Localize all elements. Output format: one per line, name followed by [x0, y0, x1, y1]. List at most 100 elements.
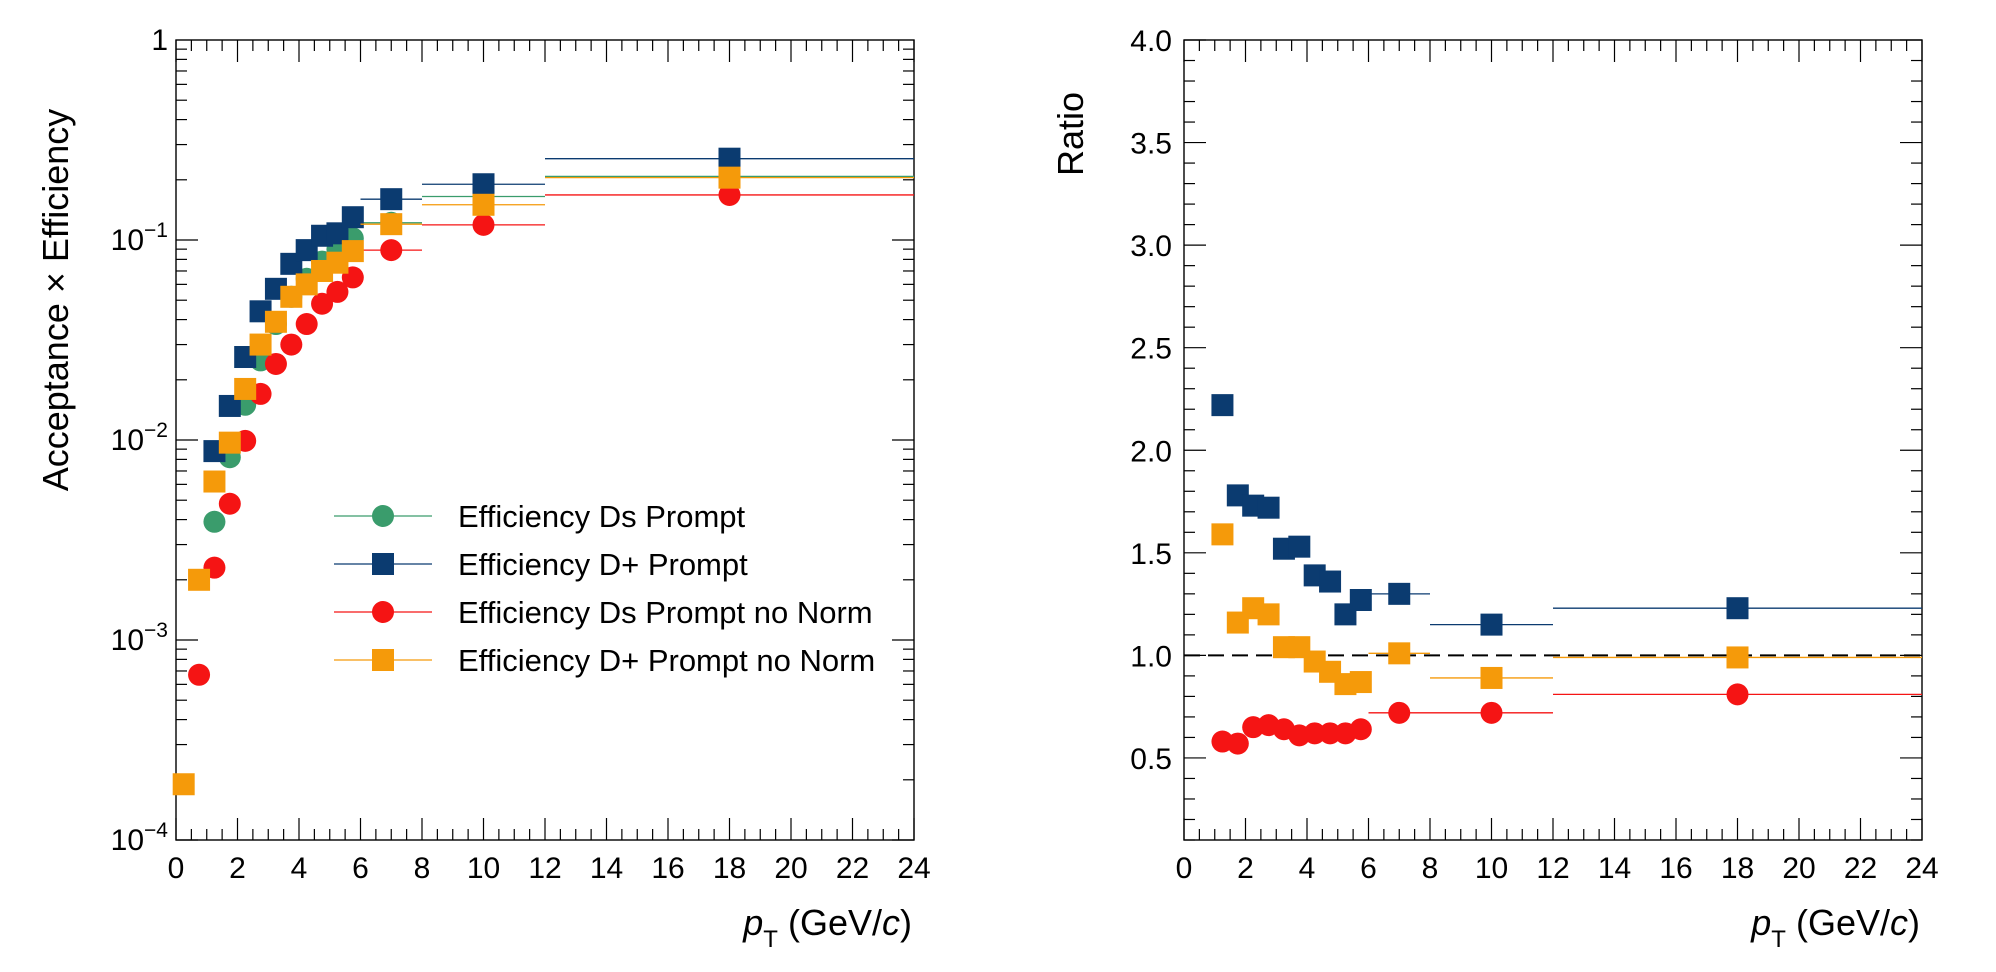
efficiency-y-tick-label: 1	[151, 24, 168, 57]
efficiency-data-point	[380, 239, 403, 262]
ratio-data-point	[1349, 671, 1372, 694]
ratio-data-point	[1349, 718, 1372, 741]
ratio-x-tick-label: 24	[1905, 852, 1938, 885]
efficiency-data-point	[326, 280, 349, 303]
efficiency-data-point	[188, 663, 211, 686]
efficiency-y-tick-exponent: −3	[144, 619, 168, 642]
ratio-x-tick-label: 16	[1659, 852, 1692, 885]
legend-marker	[372, 505, 394, 527]
ratio-x-tick-label: 10	[1475, 852, 1508, 885]
legend-label: Efficiency Ds Prompt no Norm	[458, 595, 873, 630]
ratio-y-axis-title: Ratio	[1050, 92, 1091, 176]
ratio-data-point	[1257, 603, 1280, 626]
efficiency-x-tick-label: 12	[528, 852, 561, 885]
efficiency-data-point	[218, 431, 241, 454]
ratio-x-tick-label: 8	[1422, 852, 1439, 885]
efficiency-plot-frame	[175, 39, 915, 841]
efficiency-data-point	[249, 333, 272, 356]
efficiency-data-point	[264, 352, 287, 375]
efficiency-data-point	[264, 310, 287, 333]
efficiency-data-point	[718, 183, 741, 206]
ratio-data	[1211, 394, 1922, 755]
efficiency-y-tick-label: 10−3	[111, 619, 168, 657]
efficiency-x-tick-label: 18	[713, 852, 746, 885]
efficiency-data-point	[472, 173, 495, 196]
efficiency-data-point	[218, 394, 241, 417]
efficiency-y-tick-base: 10	[111, 424, 144, 457]
legend-marker	[372, 553, 394, 575]
ratio-x-tick-label: 4	[1299, 852, 1316, 885]
ratio-data-point	[1257, 496, 1280, 519]
ratio-x-tick-label: 18	[1721, 852, 1754, 885]
ratio-x-tick-label: 14	[1598, 852, 1631, 885]
ratio-data-point	[1388, 701, 1411, 724]
ratio-plot-frame	[1183, 39, 1923, 841]
legend: Efficiency Ds Prompt Efficiency D+ Prompt…	[334, 499, 875, 678]
efficiency-data-point	[380, 188, 403, 211]
efficiency-y-tick-base: 10	[111, 224, 144, 257]
ratio-x-tick-label: 2	[1237, 852, 1254, 885]
efficiency-data-point	[203, 470, 226, 493]
efficiency-x-tick-label: 8	[414, 852, 431, 885]
efficiency-y-tick-exponent: −1	[144, 219, 168, 242]
legend-label: Efficiency Ds Prompt	[458, 499, 746, 534]
efficiency-y-tick-label: 10−4	[111, 819, 169, 857]
ratio-data-point	[1480, 613, 1503, 636]
efficiency-data-point	[172, 773, 195, 796]
efficiency-x-tick-label: 0	[168, 852, 185, 885]
ratio-y-tick-label: 2.5	[1130, 333, 1172, 366]
ratio-ticks: 0 2 4 6 8 10 12 14 16 18 20 22 240.51.01.52.02.53.03…	[1130, 25, 1938, 885]
ratio-data-point	[1288, 535, 1311, 558]
efficiency-data	[172, 147, 914, 796]
efficiency-y-tick-base: 1	[151, 24, 168, 57]
efficiency-x-tick-label: 20	[774, 852, 807, 885]
ratio-y-tick-label: 2.0	[1130, 435, 1172, 468]
efficiency-data-point	[234, 377, 257, 400]
legend-label: Efficiency D+ Prompt	[458, 547, 748, 582]
ratio-data-point	[1319, 722, 1342, 745]
ratio-y-tick-label: 3.0	[1130, 230, 1172, 263]
ratio-x-tick-label: 22	[1844, 852, 1877, 885]
efficiency-data-point	[341, 240, 364, 263]
efficiency-y-tick-base: 10	[111, 824, 144, 857]
efficiency-x-tick-label: 10	[467, 852, 500, 885]
efficiency-data-point	[341, 206, 364, 229]
efficiency-data-point	[472, 213, 495, 236]
ratio-data-point	[1388, 642, 1411, 665]
efficiency-data-point	[295, 313, 318, 336]
ratio-data-point	[1726, 597, 1749, 620]
ratio-x-tick-label: 20	[1782, 852, 1815, 885]
ratio-x-tick-label: 12	[1536, 852, 1569, 885]
efficiency-data-point	[203, 510, 226, 533]
ratio-data-point	[1480, 666, 1503, 689]
efficiency-x-tick-label: 14	[590, 852, 623, 885]
efficiency-data-point	[280, 333, 303, 356]
ratio-y-tick-label: 1.0	[1130, 640, 1172, 673]
ratio-y-tick-label: 0.5	[1130, 743, 1172, 776]
efficiency-x-tick-label: 2	[229, 852, 246, 885]
efficiency-data-point	[380, 213, 403, 236]
efficiency-x-tick-label: 4	[291, 852, 308, 885]
ratio-data-point	[1226, 732, 1249, 755]
ratio-data-point	[1303, 722, 1326, 745]
efficiency-y-tick-base: 10	[111, 624, 144, 657]
efficiency-x-tick-label: 24	[897, 852, 930, 885]
ratio-data-point	[1726, 646, 1749, 669]
legend-label: Efficiency D+ Prompt no Norm	[458, 643, 875, 678]
legend-marker	[372, 649, 394, 671]
ratio-y-tick-label: 4.0	[1130, 25, 1172, 58]
ratio-y-tick-label: 3.5	[1130, 128, 1172, 161]
efficiency-y-tick-label: 10−2	[111, 419, 168, 457]
efficiency-y-axis-title: Acceptance × Efficiency	[35, 109, 76, 492]
ratio-panel: 0 2 4 6 8 10 12 14 16 18 20 22 240.51.01.52.02.53.03…	[1050, 25, 1939, 953]
ratio-data-point	[1211, 394, 1234, 417]
ratio-x-tick-label: 0	[1176, 852, 1193, 885]
efficiency-data-point	[472, 193, 495, 216]
ratio-x-tick-label: 6	[1360, 852, 1377, 885]
efficiency-x-tick-label: 6	[352, 852, 369, 885]
legend-marker	[372, 601, 394, 623]
ratio-data-point	[1211, 523, 1234, 546]
